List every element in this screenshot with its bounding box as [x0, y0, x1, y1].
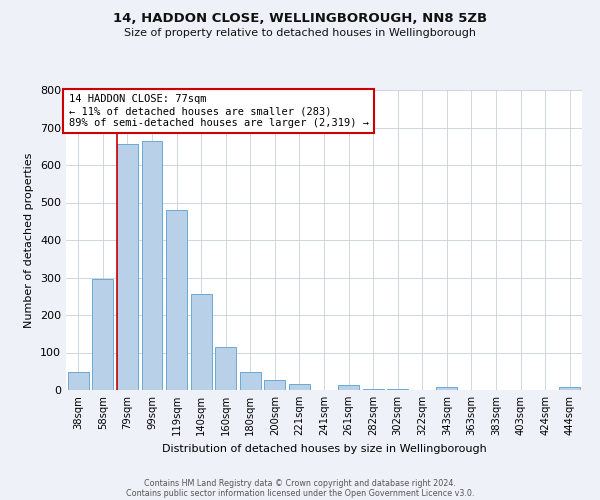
Bar — [166, 210, 187, 390]
Bar — [436, 386, 457, 390]
Text: 14, HADDON CLOSE, WELLINGBOROUGH, NN8 5ZB: 14, HADDON CLOSE, WELLINGBOROUGH, NN8 5Z… — [113, 12, 487, 26]
Bar — [289, 384, 310, 390]
Bar — [362, 388, 383, 390]
Bar — [559, 388, 580, 390]
Bar — [215, 347, 236, 390]
Text: 14 HADDON CLOSE: 77sqm
← 11% of detached houses are smaller (283)
89% of semi-de: 14 HADDON CLOSE: 77sqm ← 11% of detached… — [68, 94, 368, 128]
Bar — [240, 372, 261, 390]
Text: Contains HM Land Registry data © Crown copyright and database right 2024.: Contains HM Land Registry data © Crown c… — [144, 478, 456, 488]
Bar — [191, 294, 212, 390]
Text: Size of property relative to detached houses in Wellingborough: Size of property relative to detached ho… — [124, 28, 476, 38]
Bar — [387, 389, 408, 390]
Bar — [265, 380, 286, 390]
Bar — [142, 140, 163, 390]
X-axis label: Distribution of detached houses by size in Wellingborough: Distribution of detached houses by size … — [161, 444, 487, 454]
Y-axis label: Number of detached properties: Number of detached properties — [25, 152, 34, 328]
Bar — [92, 280, 113, 390]
Text: Contains public sector information licensed under the Open Government Licence v3: Contains public sector information licen… — [126, 488, 474, 498]
Bar — [117, 144, 138, 390]
Bar — [338, 385, 359, 390]
Bar — [68, 372, 89, 390]
